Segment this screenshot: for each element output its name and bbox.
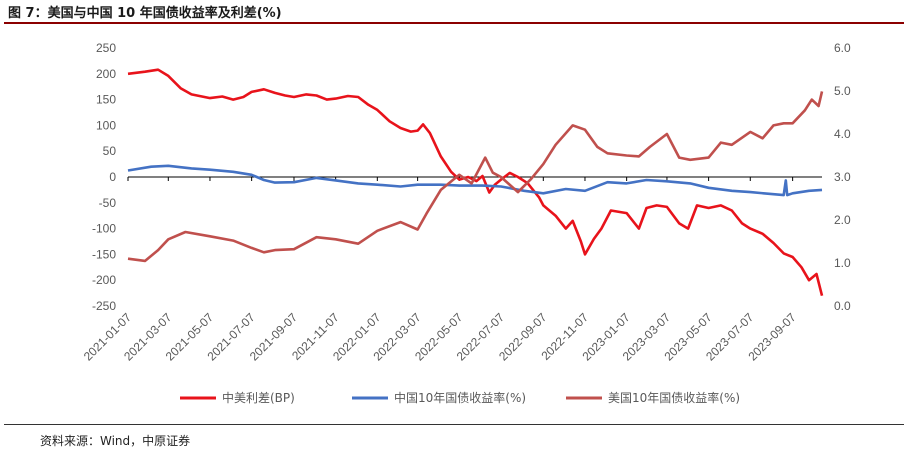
right-tick-label: 1.0 bbox=[834, 256, 851, 270]
chart-title: 图 7：美国与中国 10 年国债收益率及利差(%) bbox=[8, 6, 282, 21]
left-tick-label: -50 bbox=[99, 196, 117, 210]
left-tick-label: 150 bbox=[96, 93, 116, 107]
series-line bbox=[127, 164, 823, 197]
left-tick-label: -200 bbox=[92, 273, 116, 287]
left-tick-label: 50 bbox=[103, 144, 117, 158]
title-rule bbox=[4, 22, 904, 24]
left-tick-label: 100 bbox=[96, 118, 116, 132]
left-tick-label: -100 bbox=[92, 222, 116, 236]
source-note: 资料来源：Wind，中原证券 bbox=[40, 434, 191, 448]
right-tick-label: 4.0 bbox=[834, 127, 851, 141]
source-rule bbox=[4, 424, 904, 425]
legend-label: 中国10年国债收益率(%) bbox=[394, 390, 526, 405]
left-tick-label: 0 bbox=[109, 170, 116, 184]
right-tick-label: 6.0 bbox=[834, 41, 851, 55]
right-tick-label: 2.0 bbox=[834, 213, 851, 227]
series-line bbox=[127, 68, 824, 297]
legend-label: 中美利差(BP) bbox=[222, 390, 295, 405]
left-tick-label: -150 bbox=[92, 247, 116, 261]
left-tick-label: -250 bbox=[92, 299, 116, 313]
left-tick-label: 200 bbox=[96, 67, 116, 81]
series-line bbox=[127, 91, 824, 263]
right-tick-label: 0.0 bbox=[834, 299, 851, 313]
left-tick-label: 250 bbox=[96, 41, 116, 55]
legend-label: 美国10年国债收益率(%) bbox=[608, 390, 740, 405]
right-tick-label: 5.0 bbox=[834, 84, 851, 98]
right-tick-label: 3.0 bbox=[834, 170, 851, 184]
